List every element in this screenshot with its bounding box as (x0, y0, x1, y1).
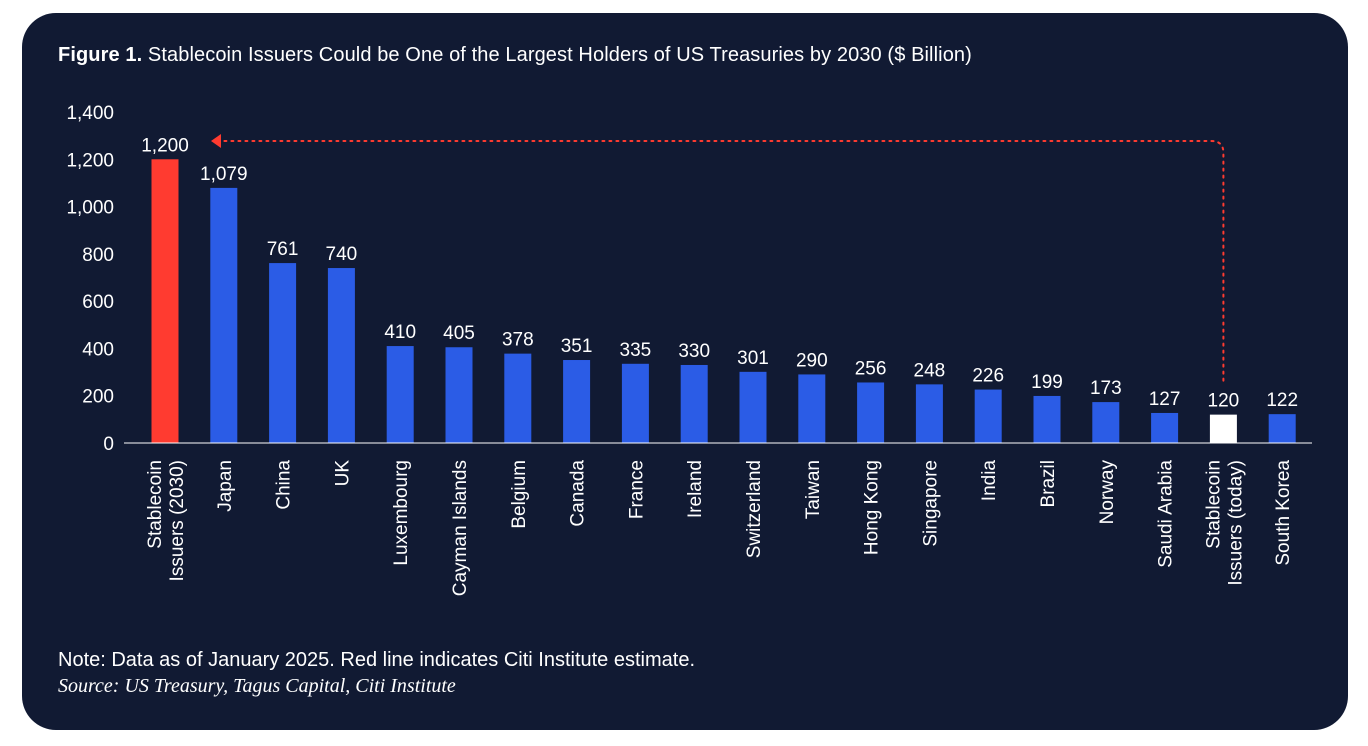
value-label: 351 (561, 336, 593, 357)
y-tick-label: 1,200 (66, 150, 114, 171)
x-tick-label: Saudi Arabia (1156, 460, 1177, 568)
value-label: 226 (972, 366, 1004, 387)
value-label: 405 (443, 323, 475, 344)
chart-note: Note: Data as of January 2025. Red line … (58, 649, 696, 671)
value-label: 378 (502, 330, 534, 351)
value-label: 122 (1266, 390, 1298, 411)
value-label: 1,079 (200, 164, 248, 185)
figure-title-text: Stablecoin Issuers Could be One of the L… (147, 44, 972, 66)
x-tick-label: Taiwan (803, 460, 824, 519)
bar (798, 374, 826, 443)
x-tick-label: Switzerland (744, 460, 765, 558)
bar (563, 360, 591, 443)
value-label: 290 (796, 350, 828, 371)
value-label: 120 (1208, 391, 1240, 412)
bar (915, 384, 943, 443)
x-tick-label: Ireland (685, 460, 706, 518)
value-label: 330 (678, 341, 710, 362)
y-tick-label: 0 (103, 434, 114, 455)
y-tick-label: 600 (82, 292, 114, 313)
bar (445, 347, 473, 443)
value-label: 256 (855, 358, 887, 379)
y-tick-label: 400 (82, 339, 114, 360)
y-tick-label: 1,400 (66, 103, 114, 124)
x-tick-label: StablecoinIssuers (today) (1203, 460, 1246, 586)
chart-title: Figure 1. Stablecoin Issuers Could be On… (58, 44, 972, 67)
x-tick-label: Singapore (920, 460, 941, 547)
y-tick-label: 200 (82, 387, 114, 408)
bar (327, 268, 355, 443)
bar (386, 346, 414, 443)
x-tick-label: China (274, 460, 295, 510)
x-tick-label: UK (332, 460, 353, 487)
x-tick-label: India (979, 460, 1000, 502)
x-tick-label: South Korea (1273, 460, 1294, 566)
bar (151, 159, 179, 444)
bar (857, 382, 885, 443)
x-tick-label: France (626, 460, 647, 519)
value-label: 301 (737, 348, 769, 369)
bar (1268, 414, 1296, 443)
value-label: 740 (326, 244, 358, 265)
bar (210, 187, 238, 443)
value-label: 127 (1149, 389, 1181, 410)
x-tick-label: Norway (1097, 460, 1118, 525)
bar (1151, 412, 1179, 443)
bar (621, 363, 649, 443)
bar (504, 353, 532, 443)
bar (269, 263, 297, 443)
estimate-arrowhead (211, 134, 221, 148)
chart-source: Source: US Treasury, Tagus Capital, Citi… (58, 675, 456, 697)
value-label: 199 (1031, 372, 1063, 393)
bar (1033, 395, 1061, 443)
figure-label: Figure 1. (58, 44, 143, 66)
value-label: 1,200 (141, 135, 189, 156)
x-tick-label: Luxembourg (391, 460, 412, 566)
x-tick-label: StablecoinIssuers (2030) (145, 460, 188, 581)
value-label: 761 (267, 239, 299, 260)
value-label: 335 (620, 340, 652, 361)
bar (1209, 414, 1237, 443)
bar (1092, 402, 1120, 443)
x-tick-label: Belgium (509, 460, 530, 529)
value-label: 410 (384, 322, 416, 343)
x-tick-label: Cayman Islands (450, 460, 471, 596)
x-tick-label: Japan (215, 460, 236, 512)
bar (974, 389, 1002, 443)
bar (739, 371, 767, 443)
estimate-arrow-line (218, 140, 1225, 382)
bar (680, 364, 708, 443)
value-label: 173 (1090, 378, 1122, 399)
x-tick-label: Canada (568, 460, 589, 527)
value-label: 248 (914, 360, 946, 381)
y-tick-label: 800 (82, 245, 114, 266)
x-tick-label: Hong Kong (862, 460, 883, 555)
y-tick-label: 1,000 (66, 198, 114, 219)
x-tick-label: Brazil (1038, 460, 1059, 508)
